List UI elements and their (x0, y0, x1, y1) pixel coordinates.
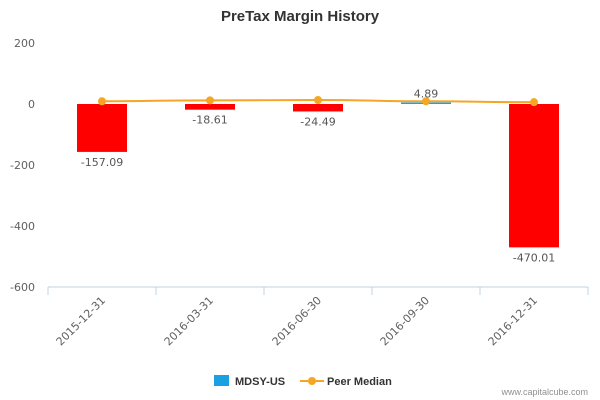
bar[interactable] (77, 104, 127, 152)
x-tick-label: 2016-12-31 (486, 294, 540, 348)
legend-mdsy-marker (214, 375, 229, 386)
x-tick-label: 2016-03-31 (162, 294, 216, 348)
peer-median-point[interactable] (314, 96, 322, 105)
chart-title: PreTax Margin History (221, 8, 380, 25)
bar[interactable] (509, 104, 559, 248)
x-tick-label: 2015-12-31 (54, 294, 108, 348)
peer-median-point[interactable] (206, 96, 214, 105)
peer-median-series (98, 96, 538, 107)
y-tick-label: -600 (10, 281, 35, 294)
bar-data-label: -18.61 (192, 114, 227, 127)
y-tick-label: 0 (28, 98, 35, 111)
bar-series: -157.09 -18.61 -24.49 4.89 -470.01 (77, 88, 559, 264)
bar-data-label: -24.49 (300, 115, 335, 128)
legend-peer-label[interactable]: Peer Median (327, 376, 392, 388)
bar[interactable] (293, 104, 343, 112)
y-tick-label: 200 (14, 37, 35, 50)
bar[interactable] (185, 104, 235, 110)
bar-data-label: -470.01 (513, 251, 555, 264)
bar-data-label: 4.89 (414, 88, 439, 101)
peer-median-point[interactable] (422, 97, 430, 106)
peer-median-point[interactable] (98, 97, 106, 106)
x-tick-label: 2016-09-30 (378, 294, 432, 348)
legend-mdsy-label[interactable]: MDSY-US (235, 376, 285, 388)
legend[interactable]: MDSY-US Peer Median (214, 375, 392, 388)
legend-peer-marker (308, 377, 316, 385)
y-tick-label: -200 (10, 159, 35, 172)
y-tick-label: -400 (10, 220, 35, 233)
bar-data-label: -157.09 (81, 156, 123, 169)
x-tick-label: 2016-06-30 (270, 294, 324, 348)
credit-text[interactable]: www.capitalcube.com (500, 387, 588, 397)
y-axis-ticks: 200 0 -200 -400 -600 (10, 37, 35, 294)
peer-median-point[interactable] (530, 98, 538, 107)
x-axis: 2015-12-31 2016-03-31 2016-06-30 2016-09-30… (47, 286, 589, 348)
